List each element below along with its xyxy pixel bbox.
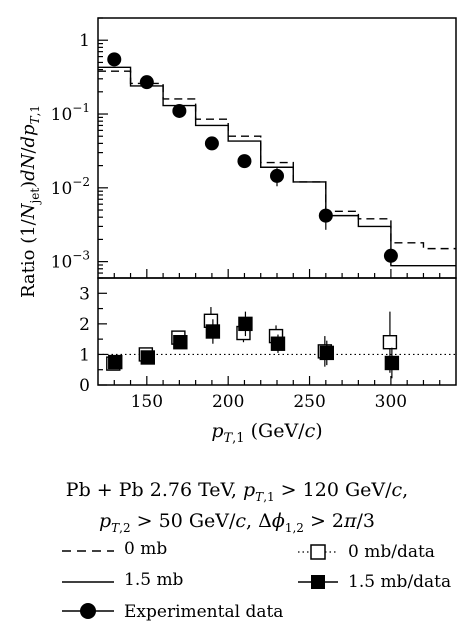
y-tick-label: 10−1 [51, 101, 90, 125]
series-1p5mb-histogram [98, 66, 456, 267]
caption-line-2: pT,2 > 50 GeV/c, Δϕ1,2 > 2π/3 [98, 509, 375, 535]
x-tick-label: 300 [375, 392, 407, 412]
y-axis-label: Ratio (1/Njet)dN/dpT,1 [18, 105, 42, 298]
ratio-1p5mb-marker [384, 355, 400, 371]
ratio-1p5mb-marker [108, 354, 123, 370]
x-axis-label: pT,1 (GeV/c) [211, 420, 322, 445]
ratio-y-tick-label: 2 [79, 315, 90, 335]
data-point-marker [172, 103, 187, 118]
data-point-marker [204, 136, 219, 151]
ratio-1p5mb-marker [140, 350, 155, 365]
chart: 150 200 250 300 1 10−1 10−2 10−3 0 1 2 3 Ratio (1/Nj… [18, 17, 457, 445]
x-tick-label: 200 [212, 392, 244, 412]
legend-filled-square-swatch [298, 575, 338, 589]
x-tick-label: 150 [131, 392, 163, 412]
caption-line-1: Pb + Pb 2.76 TeV, pT,1 > 120 GeV/c, [65, 479, 409, 504]
legend-dashed-label: 0 mb [124, 539, 168, 559]
x-tick-label: 250 [293, 392, 325, 412]
ratio-1p5mb-marker [319, 345, 334, 361]
legend-solid-label: 1.5 mb [124, 570, 184, 590]
series-0mb-histogram [98, 70, 456, 250]
data-point-marker [270, 168, 284, 183]
y-tick-label: 1 [79, 31, 90, 51]
y-tick-label: 10−3 [51, 249, 90, 273]
top-panel-frame [97, 17, 457, 279]
legend-filled-square-label: 1.5 mb/data [348, 572, 452, 592]
legend-circle-swatch [62, 603, 114, 619]
ratio-y-tick-label: 1 [79, 345, 90, 365]
ratio-1p5mb-marker [270, 336, 286, 351]
ratio-1p5mb-marker [205, 324, 221, 339]
legend-solid-swatch [62, 581, 114, 583]
data-point-marker [237, 154, 252, 169]
legend-dashed-swatch [62, 550, 114, 552]
legend-open-square-swatch [298, 544, 338, 560]
legend-circle-label: Experimental data [124, 602, 284, 622]
ratio-0mb-marker [382, 335, 398, 350]
ratio-y-tick-label: 3 [79, 284, 90, 304]
legend-open-square-label: 0 mb/data [348, 542, 435, 562]
chart-caption: Pb + Pb 2.76 TeV, pT,1 > 120 GeV/c, pT,2… [0, 478, 474, 540]
data-point-marker [107, 52, 122, 67]
ratio-1p5mb-marker [238, 316, 253, 332]
ratio-1p5mb-marker [173, 335, 188, 350]
data-point-marker [383, 248, 398, 263]
ratio-y-tick-label: 0 [79, 376, 90, 396]
y-tick-label: 10−2 [51, 175, 90, 199]
data-point-marker [139, 75, 154, 90]
data-point-marker [318, 208, 333, 223]
